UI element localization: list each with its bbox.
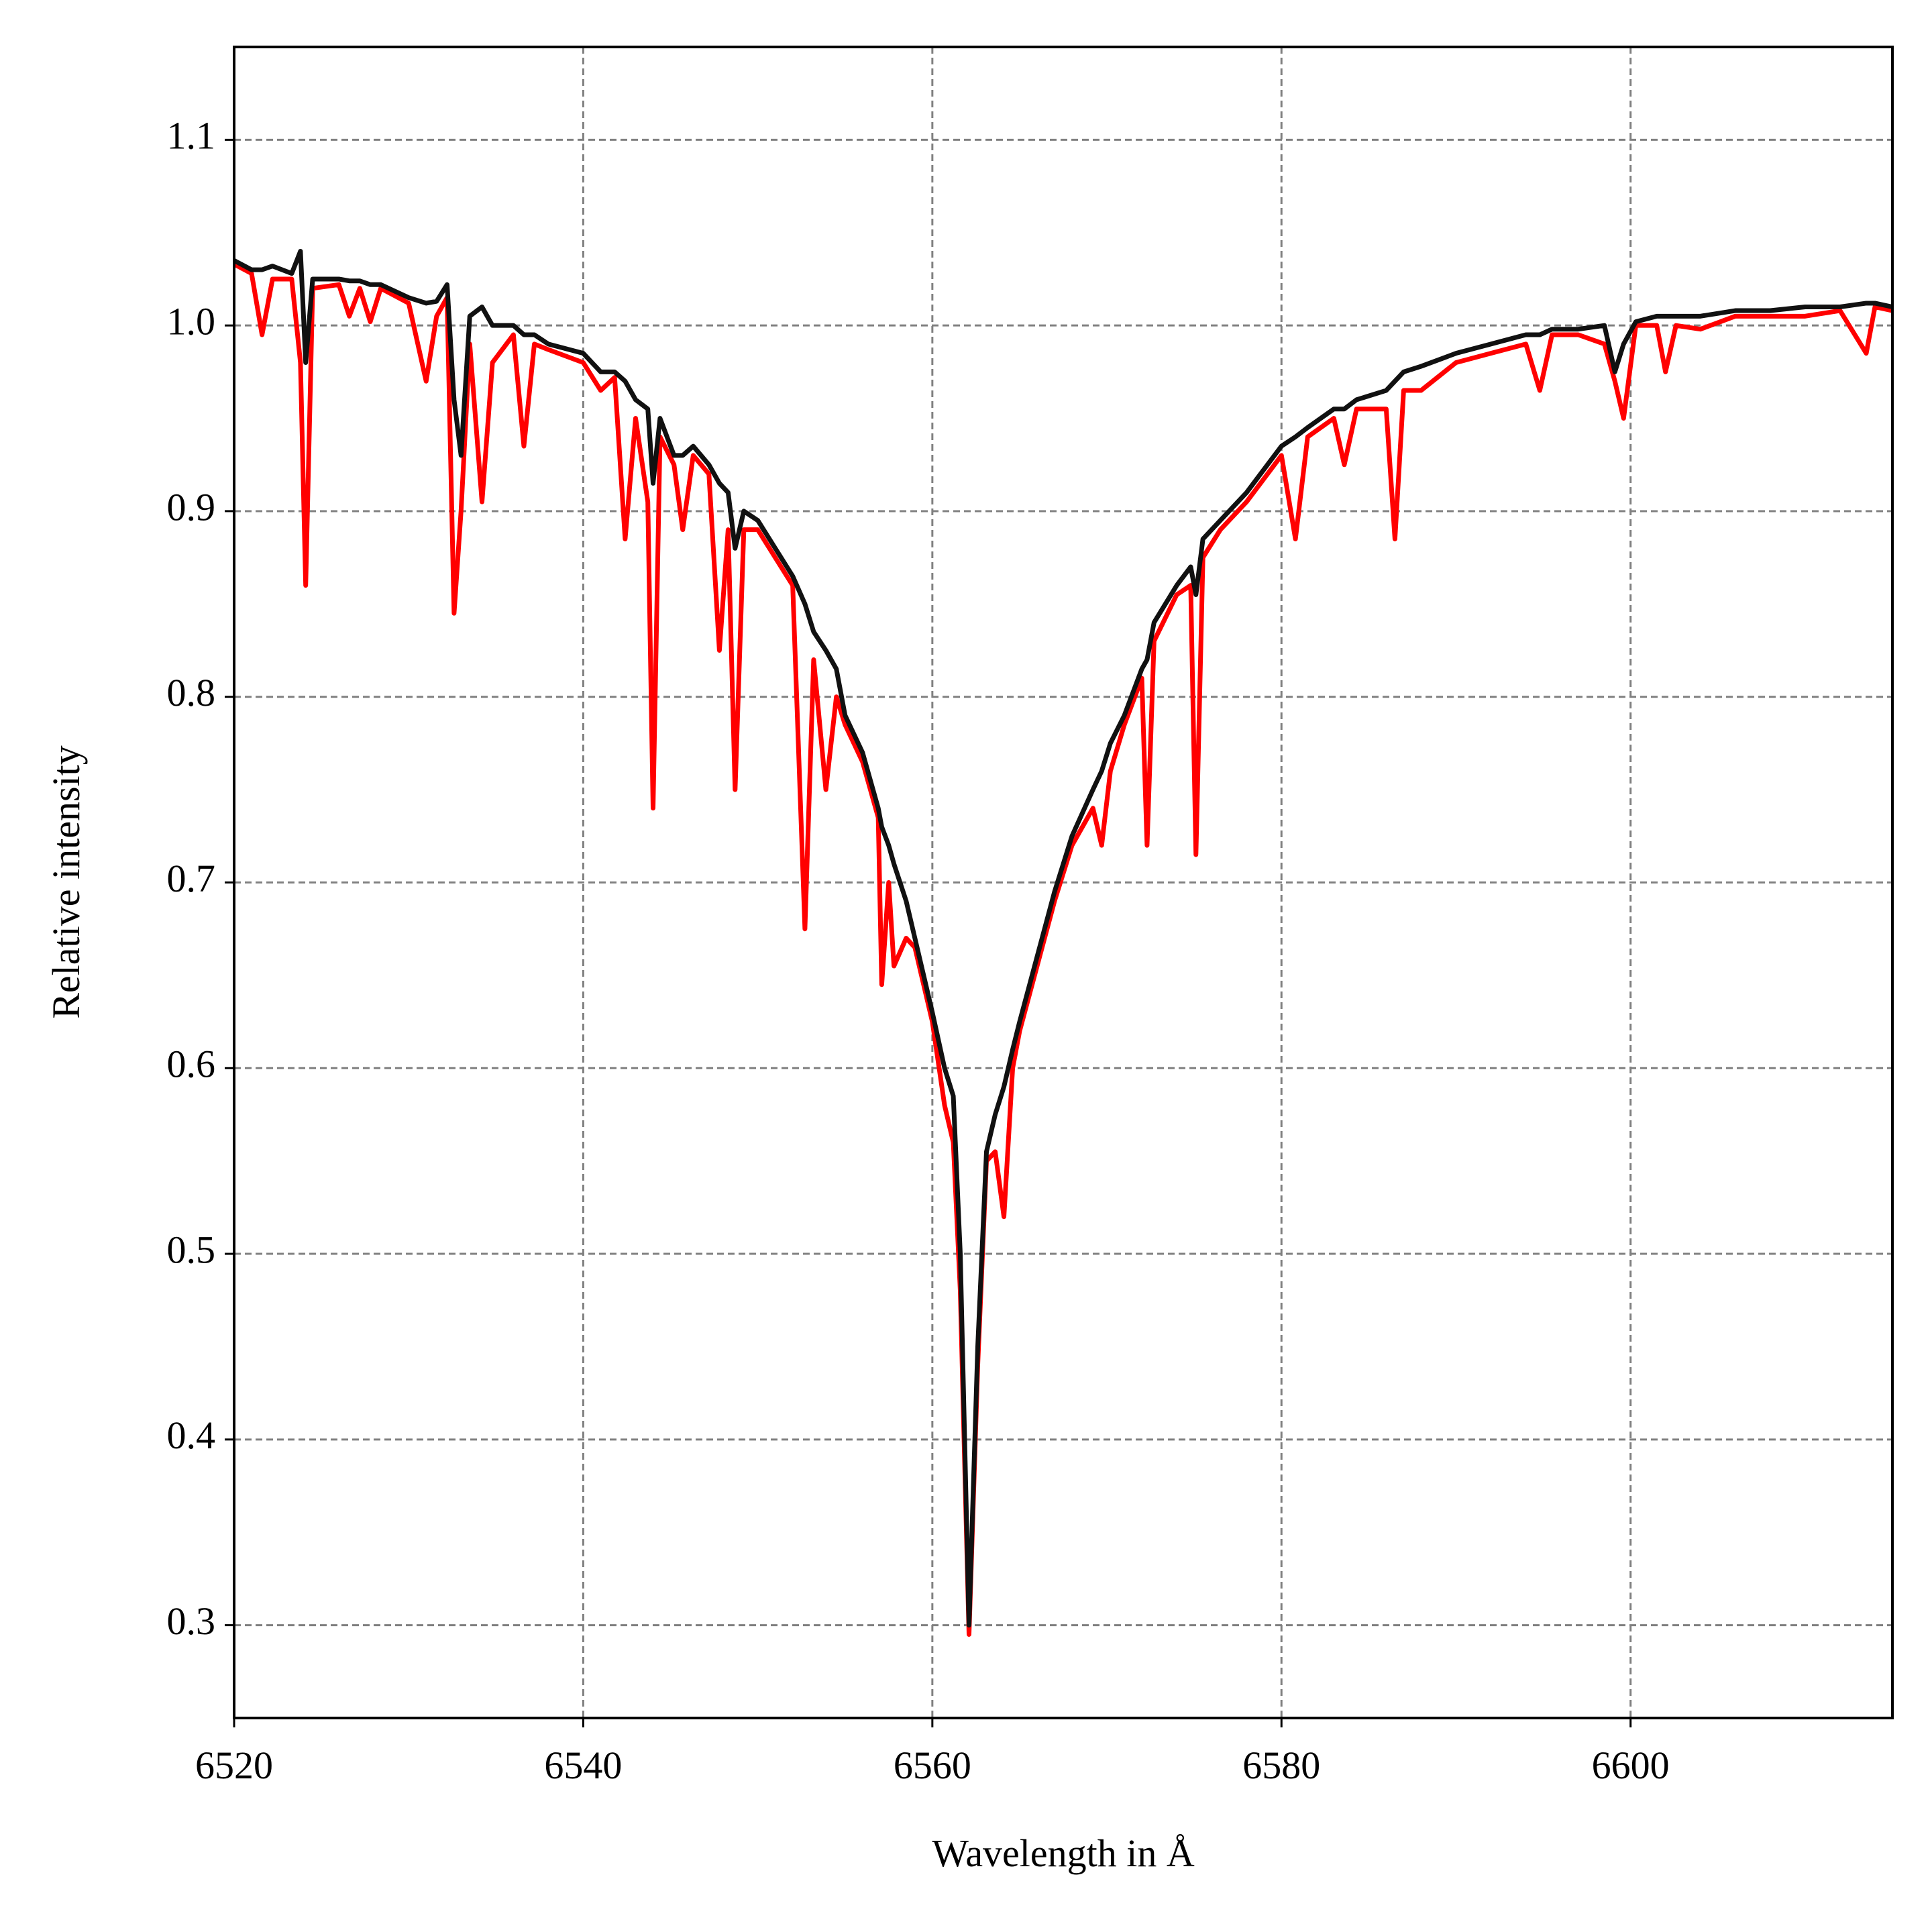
x-tick-label: 6520 bbox=[195, 1743, 273, 1787]
x-axis-label: Wavelength in Å bbox=[932, 1831, 1195, 1875]
spectrum-line bbox=[233, 262, 1893, 1637]
y-tick-label: 0.6 bbox=[167, 1042, 216, 1086]
x-tick-label: 6540 bbox=[544, 1743, 622, 1787]
y-tick-label: 0.9 bbox=[167, 485, 216, 529]
y-axis-label: Relative intensity bbox=[44, 745, 88, 1019]
spectrum-line bbox=[233, 248, 1893, 1628]
y-tick-label: 1.1 bbox=[167, 114, 216, 158]
y-tick-label: 0.8 bbox=[167, 671, 216, 714]
y-tick-label: 1.0 bbox=[167, 299, 216, 343]
y-tick-label: 0.3 bbox=[167, 1599, 216, 1643]
y-tick-label: 0.5 bbox=[167, 1228, 216, 1271]
x-tick-label: 6560 bbox=[894, 1743, 971, 1787]
x-tick-label: 6600 bbox=[1592, 1743, 1670, 1787]
plot-frame bbox=[233, 46, 1894, 1719]
y-tick-label: 0.7 bbox=[167, 857, 216, 900]
y-tick-label: 0.4 bbox=[167, 1413, 216, 1457]
x-tick-label: 6580 bbox=[1242, 1743, 1320, 1787]
